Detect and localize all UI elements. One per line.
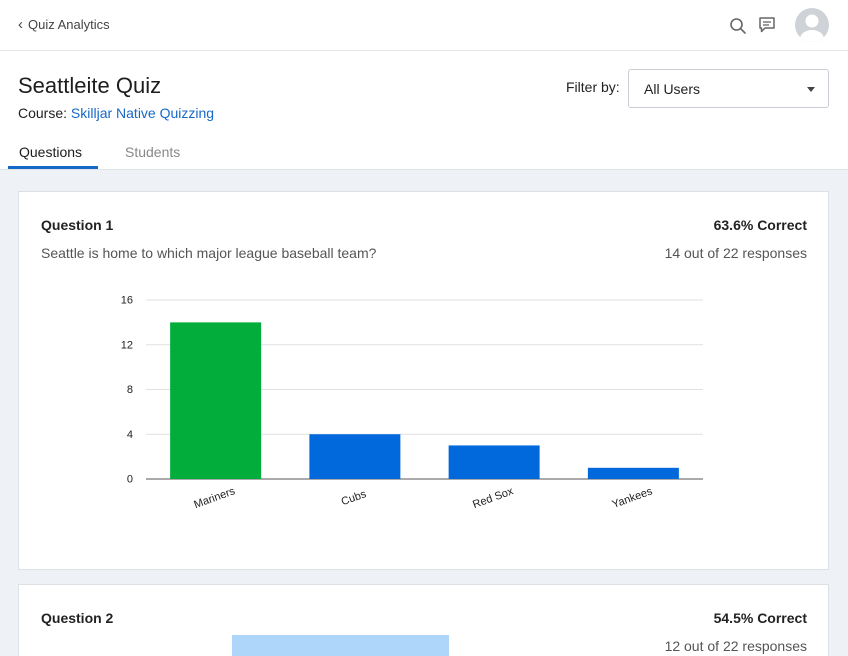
chart-bar	[309, 434, 401, 479]
avatar[interactable]	[795, 8, 829, 42]
avatar-icon	[800, 14, 824, 42]
page-header: Seattleite Quiz Course: Skilljar Native …	[0, 51, 848, 170]
filter-select-value: All Users	[644, 81, 701, 97]
question-correct-rate: 63.6% Correct	[713, 217, 807, 233]
tab-students[interactable]: Students	[125, 144, 181, 160]
course-line: Course: Skilljar Native Quizzing	[18, 105, 214, 121]
y-tick-label: 16	[121, 295, 133, 307]
tab-questions[interactable]: Questions	[19, 144, 83, 160]
comment-icon[interactable]	[757, 15, 777, 35]
search-icon[interactable]	[728, 15, 748, 35]
x-tick-label: Mariners	[192, 485, 237, 511]
chart-bar	[587, 467, 679, 479]
x-tick-label: Yankees	[611, 485, 655, 511]
answer-bar-chart: 0 4 8 12 16 Mariners Cubs Red Sox Yankees	[121, 295, 703, 511]
course-link[interactable]: Skilljar Native Quizzing	[70, 105, 215, 121]
y-tick-label: 12	[121, 339, 133, 351]
chevron-left-icon: ‹	[18, 16, 23, 33]
top-bar: ‹ Quiz Analytics	[0, 0, 848, 51]
chart-bar	[170, 322, 262, 479]
question-responses: 14 out of 22 responses	[664, 245, 807, 261]
back-link-label: Quiz Analytics	[28, 17, 110, 32]
y-tick-label: 0	[127, 474, 133, 486]
back-link[interactable]: ‹ Quiz Analytics	[18, 17, 110, 32]
page-title: Seattleite Quiz	[18, 73, 162, 98]
question-title: Question 1	[41, 217, 114, 233]
active-tab-indicator	[8, 166, 98, 169]
caret-down-icon	[807, 87, 815, 92]
question-text: Seattle is home to which major league ba…	[41, 245, 377, 261]
question-card: Question 1 63.6% Correct Seattle is home…	[18, 191, 829, 570]
question-title: Question 2	[41, 610, 114, 626]
y-tick-label: 4	[127, 429, 133, 441]
question-correct-rate: 54.5% Correct	[713, 610, 807, 626]
chart-bar	[448, 445, 540, 479]
filter-label: Filter by:	[566, 79, 620, 95]
x-tick-label: Red Sox	[471, 485, 515, 511]
x-tick-label: Cubs	[340, 488, 369, 508]
filter-select[interactable]: All Users	[628, 69, 829, 108]
question-responses: 12 out of 22 responses	[664, 638, 807, 654]
chart-bar-partial	[232, 635, 449, 656]
y-tick-label: 8	[127, 384, 133, 396]
course-prefix: Course:	[18, 105, 68, 121]
question-card: Question 2 54.5% Correct 12 out of 22 re…	[18, 584, 829, 656]
